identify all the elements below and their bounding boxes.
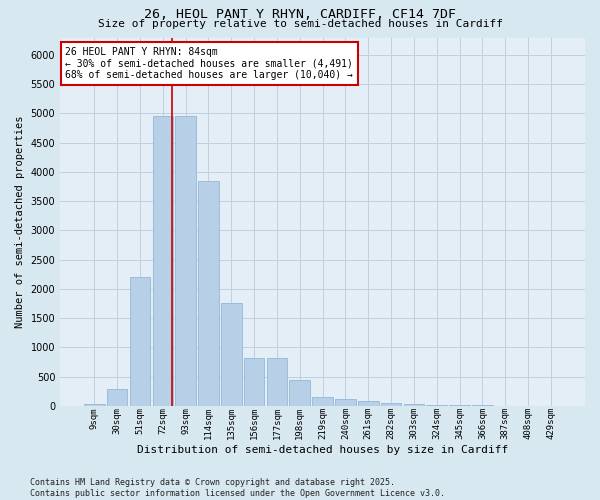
Bar xyxy=(175,116,196,406)
Bar xyxy=(266,358,287,406)
Bar xyxy=(358,402,379,406)
Bar xyxy=(381,402,401,406)
Text: Size of property relative to semi-detached houses in Cardiff: Size of property relative to semi-detach… xyxy=(97,19,503,29)
Bar xyxy=(198,180,219,406)
Bar xyxy=(152,116,173,406)
Y-axis label: Number of semi-detached properties: Number of semi-detached properties xyxy=(15,116,25,328)
Bar xyxy=(130,277,150,406)
Bar xyxy=(84,404,104,406)
Bar xyxy=(244,358,265,406)
Text: 26 HEOL PANT Y RHYN: 84sqm
← 30% of semi-detached houses are smaller (4,491)
68%: 26 HEOL PANT Y RHYN: 84sqm ← 30% of semi… xyxy=(65,46,353,80)
Text: 26, HEOL PANT Y RHYN, CARDIFF, CF14 7DF: 26, HEOL PANT Y RHYN, CARDIFF, CF14 7DF xyxy=(144,8,456,20)
Bar xyxy=(107,390,127,406)
Bar xyxy=(313,396,333,406)
Text: Contains HM Land Registry data © Crown copyright and database right 2025.
Contai: Contains HM Land Registry data © Crown c… xyxy=(30,478,445,498)
Bar xyxy=(335,399,356,406)
Bar xyxy=(427,405,447,406)
Bar xyxy=(404,404,424,406)
Bar xyxy=(221,304,242,406)
X-axis label: Distribution of semi-detached houses by size in Cardiff: Distribution of semi-detached houses by … xyxy=(137,445,508,455)
Bar xyxy=(289,380,310,406)
